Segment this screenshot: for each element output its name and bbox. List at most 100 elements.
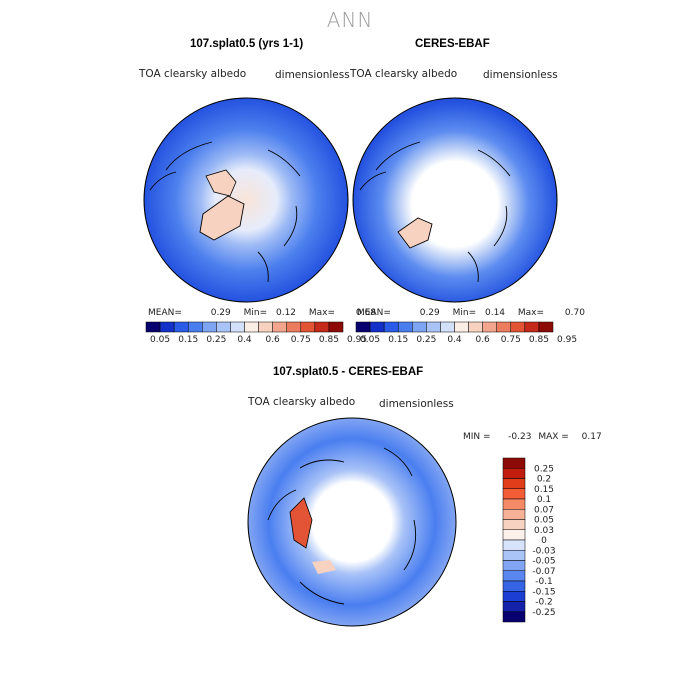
colorbar-diff-tick-label: 0.05 [534,516,554,526]
colorbar-diff-swatch-12 [502,580,526,592]
colorbar-diff-tick-label: 0.07 [534,505,554,515]
colorbar-top-right-swatch-13 [538,321,554,333]
panel2-stats: MEAN= 0.29 Min= 0.14 Max= 0.70 [357,308,585,318]
colorbar-top-left-swatch-5 [216,321,231,333]
colorbar-top-right-tick-label: 0.15 [388,335,408,345]
colorbar-top-left-swatch-12 [314,321,330,333]
map1-outline [143,97,349,303]
panel1-stats: MEAN= 0.29 Min= 0.12 Max= 0.68 [148,308,376,318]
colorbar-top-left-tick-label: 0.25 [206,335,226,345]
colorbar-top-left-swatch-9 [272,321,287,333]
colorbar-diff-tick-label: -0.2 [535,598,553,608]
map1-disc [144,98,348,302]
colorbar-top-right-swatch-2 [383,321,399,333]
colorbar-diff-swatch-5 [502,509,526,520]
colorbar-diff-tick-label: 0.2 [537,475,551,485]
colorbar-top-left-swatch-7 [244,321,259,333]
colorbar-diff-tick-label: 0.1 [537,495,551,505]
panel3-title: 107.splat0.5 - CERES-EBAF [273,366,424,378]
map1-archipelago [205,169,237,197]
colorbar-top-right-swatch-4 [412,321,427,333]
colorbar-top-left-tick-label: 0.85 [319,335,339,345]
colorbar-top-right-swatch-6 [440,321,455,333]
map-panel-1 [143,97,349,303]
panel3-max-label: MAX = [538,432,569,442]
colorbar-top-right-swatch-11 [510,321,526,333]
map3-outline [247,417,457,627]
colorbar-diff-swatch-11 [502,570,526,582]
panel1-max-value: 0.68 [355,308,376,318]
map1-greenland [199,195,245,241]
colorbar-top-right-tick-label: 0.05 [360,335,380,345]
colorbar-top-left-tick-label: 0.95 [347,335,367,345]
panel2-variable-label: TOA clearsky albedo [350,68,458,80]
colorbar-diff-swatch-8 [502,539,526,551]
map3-positive-anomaly [289,497,313,549]
panel1-variable-label: TOA clearsky albedo [139,68,247,80]
panel2-min-value: 0.14 [484,308,506,318]
colorbar-diff-swatch-1 [502,468,526,479]
panel1-mean-label: MEAN= [148,308,182,318]
colorbar-diff-swatch-7 [502,529,526,541]
colorbar-top-right-swatch-5 [426,321,441,333]
colorbar-diff-swatch-9 [502,550,526,561]
colorbar-top-left-swatch-13 [328,321,344,333]
colorbar-diff-tick-label: 0.03 [534,526,554,536]
colorbar-top-right-swatch-12 [524,321,540,333]
panel1-min-value: 0.12 [275,308,297,318]
map2-coastlines [359,141,511,283]
colorbar-diff-swatch-14 [502,601,526,612]
panel1-units-label: dimensionless [275,69,350,81]
map1-coastlines [149,141,301,283]
colorbar-diff-swatch-13 [502,591,526,602]
colorbar-diff-tick-label: 0.25 [534,464,554,474]
panel3-stats: MIN = -0.23 MAX = 0.17 [463,432,602,442]
colorbar-diff-tick-label: 0 [541,536,547,546]
colorbar-diff-swatch-3 [502,488,526,500]
colorbar-top-left-tick-label: 0.05 [150,335,170,345]
colorbar-diff-swatch-6 [502,519,526,530]
colorbar-diff-tick-label: -0.1 [535,577,553,587]
map3-coastlines [267,447,417,605]
colorbar-top-left-swatch-0 [145,321,161,333]
colorbar-top-right-swatch-1 [369,321,385,333]
colorbar-top-left-tick-label: 0.6 [265,335,280,345]
colorbar-diff-swatch-2 [502,478,526,489]
colorbar-top-left-swatch-6 [230,321,245,333]
colorbar-top-left-swatch-2 [173,321,189,333]
colorbar-top-right-swatch-9 [482,321,497,333]
colorbar-top-right-swatch-8 [468,321,483,333]
panel2-max-label: Max= [517,308,545,318]
colorbar-diff-swatch-0 [502,457,526,469]
colorbar-top-left: 0.05 0.15 0.25 0.4 0.6 0.75 0.85 0.95 [145,321,367,345]
colorbar-top-right-swatch-10 [496,321,512,333]
colorbar-top-right: 0.05 0.15 0.25 0.4 0.6 0.75 0.85 0.95 [355,321,577,345]
colorbar-top-left-tick-label: 0.75 [291,335,311,345]
colorbar-diff-tick-label: 0.15 [534,485,554,495]
panel2-mean-value: 0.29 [419,308,440,318]
colorbar-top-left-swatch-3 [187,321,203,333]
colorbar-top-left-swatch-1 [159,321,175,333]
colorbar-diff-tick-label: -0.05 [532,557,555,567]
map3-small-anomaly [312,560,336,574]
panel3-min-value: -0.23 [508,432,532,442]
colorbar-top-right-swatch-3 [397,321,413,333]
colorbar-top-right-tick-label: 0.85 [529,335,549,345]
colorbar-diff-swatch-4 [502,498,526,510]
panel3-min-label: MIN = [463,432,491,442]
map2-greenland [397,217,433,249]
colorbar-top-right-tick-label: 0.6 [475,335,490,345]
map2-outline [352,97,558,303]
colorbar-diff-swatch-10 [502,560,526,571]
page-title: ANN [326,8,374,32]
colorbar-diff-tick-label: -0.07 [532,567,555,577]
panel3-variable-label: TOA clearsky albedo [248,396,356,408]
colorbar-diff-tick-label: -0.15 [532,587,555,597]
panel3-units-label: dimensionless [379,398,454,410]
panel1-mean-value: 0.29 [210,308,231,318]
panel2-max-value: 0.70 [564,308,585,318]
colorbar-diff-tick-label: -0.25 [532,608,555,618]
panel2-title: CERES-EBAF [415,38,490,50]
colorbar-top-right-tick-label: 0.95 [557,335,577,345]
map2-disc [353,98,557,302]
